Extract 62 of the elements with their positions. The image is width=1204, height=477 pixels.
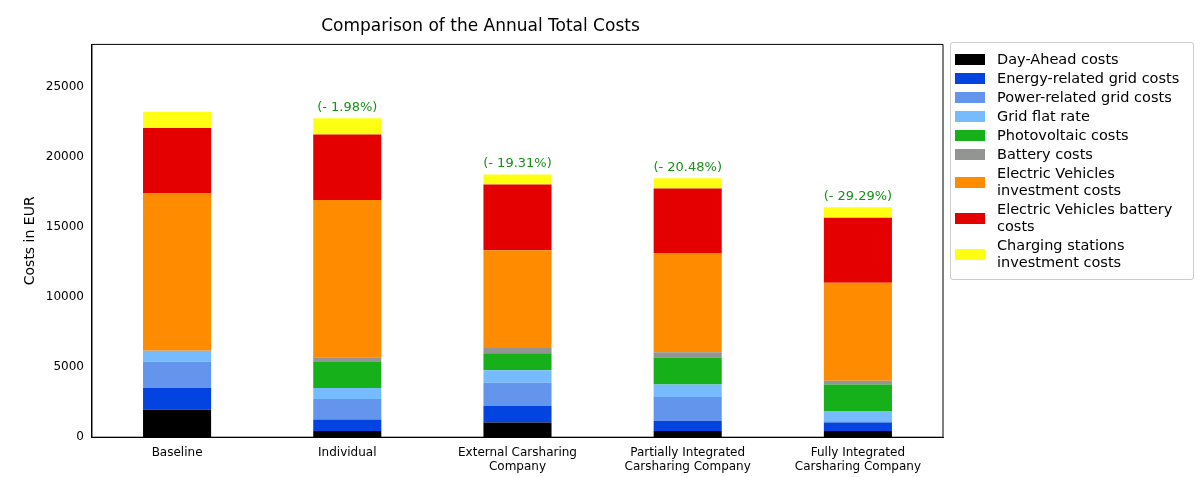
bar: [483, 405, 552, 423]
bar: [823, 410, 892, 422]
legend-label: Day-Ahead costs: [997, 51, 1120, 68]
bar: [653, 253, 722, 353]
bar: [483, 184, 552, 251]
y-tick-label: 15000: [45, 218, 84, 233]
legend-label: Charging stations investment costs: [997, 237, 1126, 271]
annotation: (- 19.31%): [483, 155, 552, 171]
y-tick-label: 25000: [45, 78, 84, 93]
bar: [143, 111, 212, 129]
bar: [653, 397, 722, 421]
bar: [823, 384, 892, 411]
legend-label: Electric Vehicles battery costs: [997, 201, 1174, 235]
bar: [653, 384, 722, 398]
bar: [313, 362, 382, 388]
y-tick-label: 0: [76, 429, 84, 444]
bar: [483, 250, 552, 349]
legend-label: Grid flat rate: [997, 108, 1091, 125]
legend-label: Electric Vehicles investment costs: [997, 165, 1123, 199]
bar: [653, 178, 722, 189]
annotation: (- 29.29%): [823, 188, 893, 204]
bar: [483, 174, 552, 185]
x-tick-label: Fully Integrated Carsharing Company: [794, 444, 922, 473]
bar: [483, 348, 552, 354]
bar: [653, 420, 722, 432]
x-tick-label: Individual: [318, 444, 377, 459]
y-tick-label: 5000: [53, 359, 84, 374]
annotation: (- 1.98%): [317, 99, 378, 115]
bar: [313, 134, 382, 201]
legend-label: Battery costs: [997, 146, 1094, 163]
chart-title: Comparison of the Annual Total Costs: [321, 14, 640, 35]
x-tick-label: Baseline: [151, 444, 203, 459]
x-tick-label: Partially Integrated Carsharing Company: [624, 444, 751, 473]
bar: [313, 419, 382, 432]
bar: [483, 353, 552, 371]
y-tick-label: 10000: [45, 289, 84, 304]
bar: [143, 387, 212, 410]
annotation: (- 20.48%): [653, 159, 722, 175]
legend-label: Photovoltaic costs: [997, 127, 1130, 144]
bar: [143, 193, 212, 351]
bar: [143, 350, 212, 362]
bar: [483, 370, 552, 383]
bar: [823, 217, 892, 283]
bar: [143, 361, 212, 388]
bar: [313, 200, 382, 358]
bar: [313, 118, 382, 135]
bar: [653, 352, 722, 358]
bar: [313, 399, 382, 420]
bar: [823, 207, 892, 218]
legend-label: Power-related grid costs: [997, 89, 1173, 106]
bar: [823, 422, 892, 432]
bar: [483, 382, 552, 406]
bar: [653, 357, 722, 385]
bar: [653, 188, 722, 254]
x-tick-label: External Carsharing Company: [458, 444, 577, 473]
y-axis-title: Costs in EUR: [21, 196, 38, 286]
bar: [143, 128, 212, 194]
legend-label: Energy-related grid costs: [997, 70, 1181, 87]
bar: [823, 282, 892, 381]
y-tick-label: 20000: [45, 148, 84, 163]
bar: [313, 357, 382, 363]
bar: [313, 387, 382, 400]
